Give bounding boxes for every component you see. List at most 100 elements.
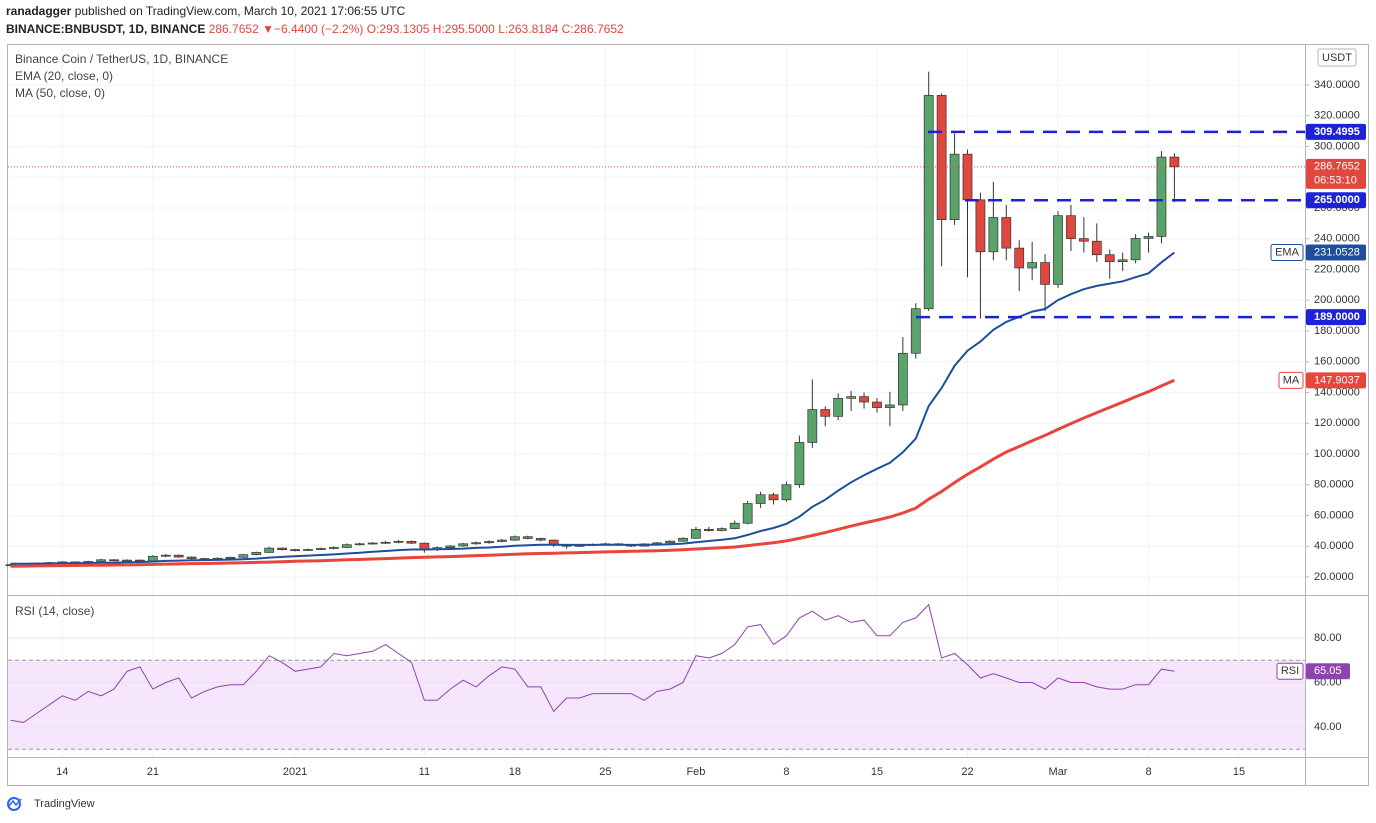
- x-tick-label: 11: [419, 766, 430, 778]
- y-tick-label: 160.0000: [1314, 356, 1360, 368]
- rsi-value: 65.05: [1314, 665, 1342, 677]
- candle-body: [755, 494, 766, 504]
- y-tick-label: 120.0000: [1314, 417, 1360, 429]
- y-tick-label: 100.0000: [1314, 448, 1360, 460]
- indicator-line: [10, 251, 1176, 565]
- candle-body: [225, 556, 236, 559]
- candle-body: [1130, 238, 1141, 261]
- candle-body: [251, 552, 262, 556]
- legend-entry: EMA (20, close, 0): [15, 69, 113, 83]
- symbol-line: BINANCE:BNBUSDT, 1D, BINANCE 286.7652 ▼−…: [6, 22, 624, 36]
- symbol: BINANCE:BNBUSDT, 1D, BINANCE: [6, 22, 205, 36]
- rsi-name: RSI: [1281, 665, 1299, 677]
- indicator-value-tag: [1306, 372, 1366, 389]
- candle-body: [1079, 238, 1089, 242]
- y-tick-label: 60.0000: [1314, 509, 1354, 521]
- y-tick-label: 80.0000: [1314, 479, 1354, 491]
- header-line: ranadagger published on TradingView.com,…: [6, 4, 406, 18]
- y-tick-label: 240.0000: [1314, 233, 1360, 245]
- rsi-value-tag: [1306, 663, 1350, 680]
- x-tick-label: 14: [56, 766, 68, 778]
- low: L:263.8184: [498, 22, 558, 36]
- rsi-title: RSI (14, close): [15, 604, 94, 618]
- candle-body: [471, 542, 481, 545]
- candle-body: [846, 396, 856, 399]
- candle-body: [975, 199, 986, 253]
- x-tick-label: 18: [509, 766, 521, 778]
- x-tick-label: 8: [1145, 766, 1151, 778]
- change: −6.4400 (−2.2%): [274, 22, 363, 36]
- candle-body: [910, 308, 921, 354]
- candle-body: [484, 541, 494, 544]
- candle-body: [419, 542, 430, 550]
- level-label: 309.4995: [1314, 126, 1360, 138]
- candle-body: [497, 539, 507, 542]
- candle-body: [923, 95, 934, 310]
- candle-body: [109, 559, 119, 562]
- x-tick-label: 8: [783, 766, 789, 778]
- last: 286.7652: [209, 22, 259, 36]
- level-label: 265.0000: [1314, 194, 1360, 206]
- indicator-value-tag: [1306, 244, 1366, 261]
- indicator-name-tag: [1270, 243, 1304, 261]
- candle-body: [160, 554, 171, 557]
- candle-body: [988, 217, 999, 253]
- logo-icon: [7, 797, 21, 811]
- level-tag: [1306, 123, 1366, 140]
- chart-title: Binance Coin / TetherUS, 1D, BINANCE: [15, 52, 228, 66]
- candle-body: [1040, 262, 1050, 285]
- candle-body: [522, 536, 533, 539]
- countdown: 06:53:10: [1314, 175, 1357, 187]
- candle-body: [872, 401, 882, 408]
- currency: USDT: [1322, 52, 1352, 64]
- x-tick-label: 15: [1233, 766, 1245, 778]
- candle-body: [458, 543, 469, 547]
- candle-body: [1001, 217, 1012, 249]
- candle-body: [238, 554, 249, 558]
- candle-body: [703, 528, 714, 531]
- y-tick-label: 200.0000: [1314, 294, 1360, 306]
- y-tick-label: 220.0000: [1314, 263, 1360, 275]
- candle-body: [820, 409, 831, 417]
- x-tick-label: Mar: [1049, 766, 1068, 778]
- candle-body: [354, 543, 365, 546]
- y-tick-label: 300.0000: [1314, 140, 1360, 152]
- candle-body: [1027, 262, 1038, 269]
- candle-body: [1143, 236, 1154, 239]
- indicator-value: 147.9037: [1314, 374, 1360, 386]
- candle-body: [729, 522, 740, 529]
- high: H:295.5000: [433, 22, 495, 36]
- candle-body: [897, 352, 908, 406]
- candle-body: [716, 528, 727, 531]
- indicator-name-tag: [1278, 371, 1304, 389]
- level-label: 189.0000: [1314, 311, 1360, 323]
- candle-body: [794, 442, 805, 486]
- frame: [7, 44, 1369, 786]
- indicator-line: [10, 378, 1175, 568]
- y-tick-label: 340.0000: [1314, 79, 1360, 91]
- open: O:293.1305: [367, 22, 430, 36]
- y-tick-label: 40.0000: [1314, 540, 1354, 552]
- candle-body: [303, 549, 313, 551]
- candle-body: [316, 548, 326, 550]
- candle-body: [665, 540, 675, 544]
- currency-box: [1317, 48, 1357, 67]
- indicator-name: MA: [1283, 374, 1300, 386]
- footer-brand: TradingView: [34, 798, 95, 810]
- y-tick-label: 320.0000: [1314, 110, 1360, 122]
- y-tick-label: 20.0000: [1314, 571, 1354, 583]
- candle-body: [173, 554, 184, 558]
- candle-body: [393, 540, 404, 543]
- footer-logo: TradingView: [7, 797, 95, 811]
- candle-body: [1104, 254, 1115, 262]
- candle-body: [510, 536, 520, 541]
- level-tag: [1306, 192, 1366, 209]
- candle-body: [949, 153, 960, 221]
- candle-body: [781, 484, 792, 501]
- candle-body: [833, 397, 844, 417]
- candle-body: [1169, 156, 1180, 168]
- candle-body: [341, 544, 352, 548]
- indicator-value: 231.0528: [1314, 246, 1360, 258]
- candle-body: [445, 545, 456, 548]
